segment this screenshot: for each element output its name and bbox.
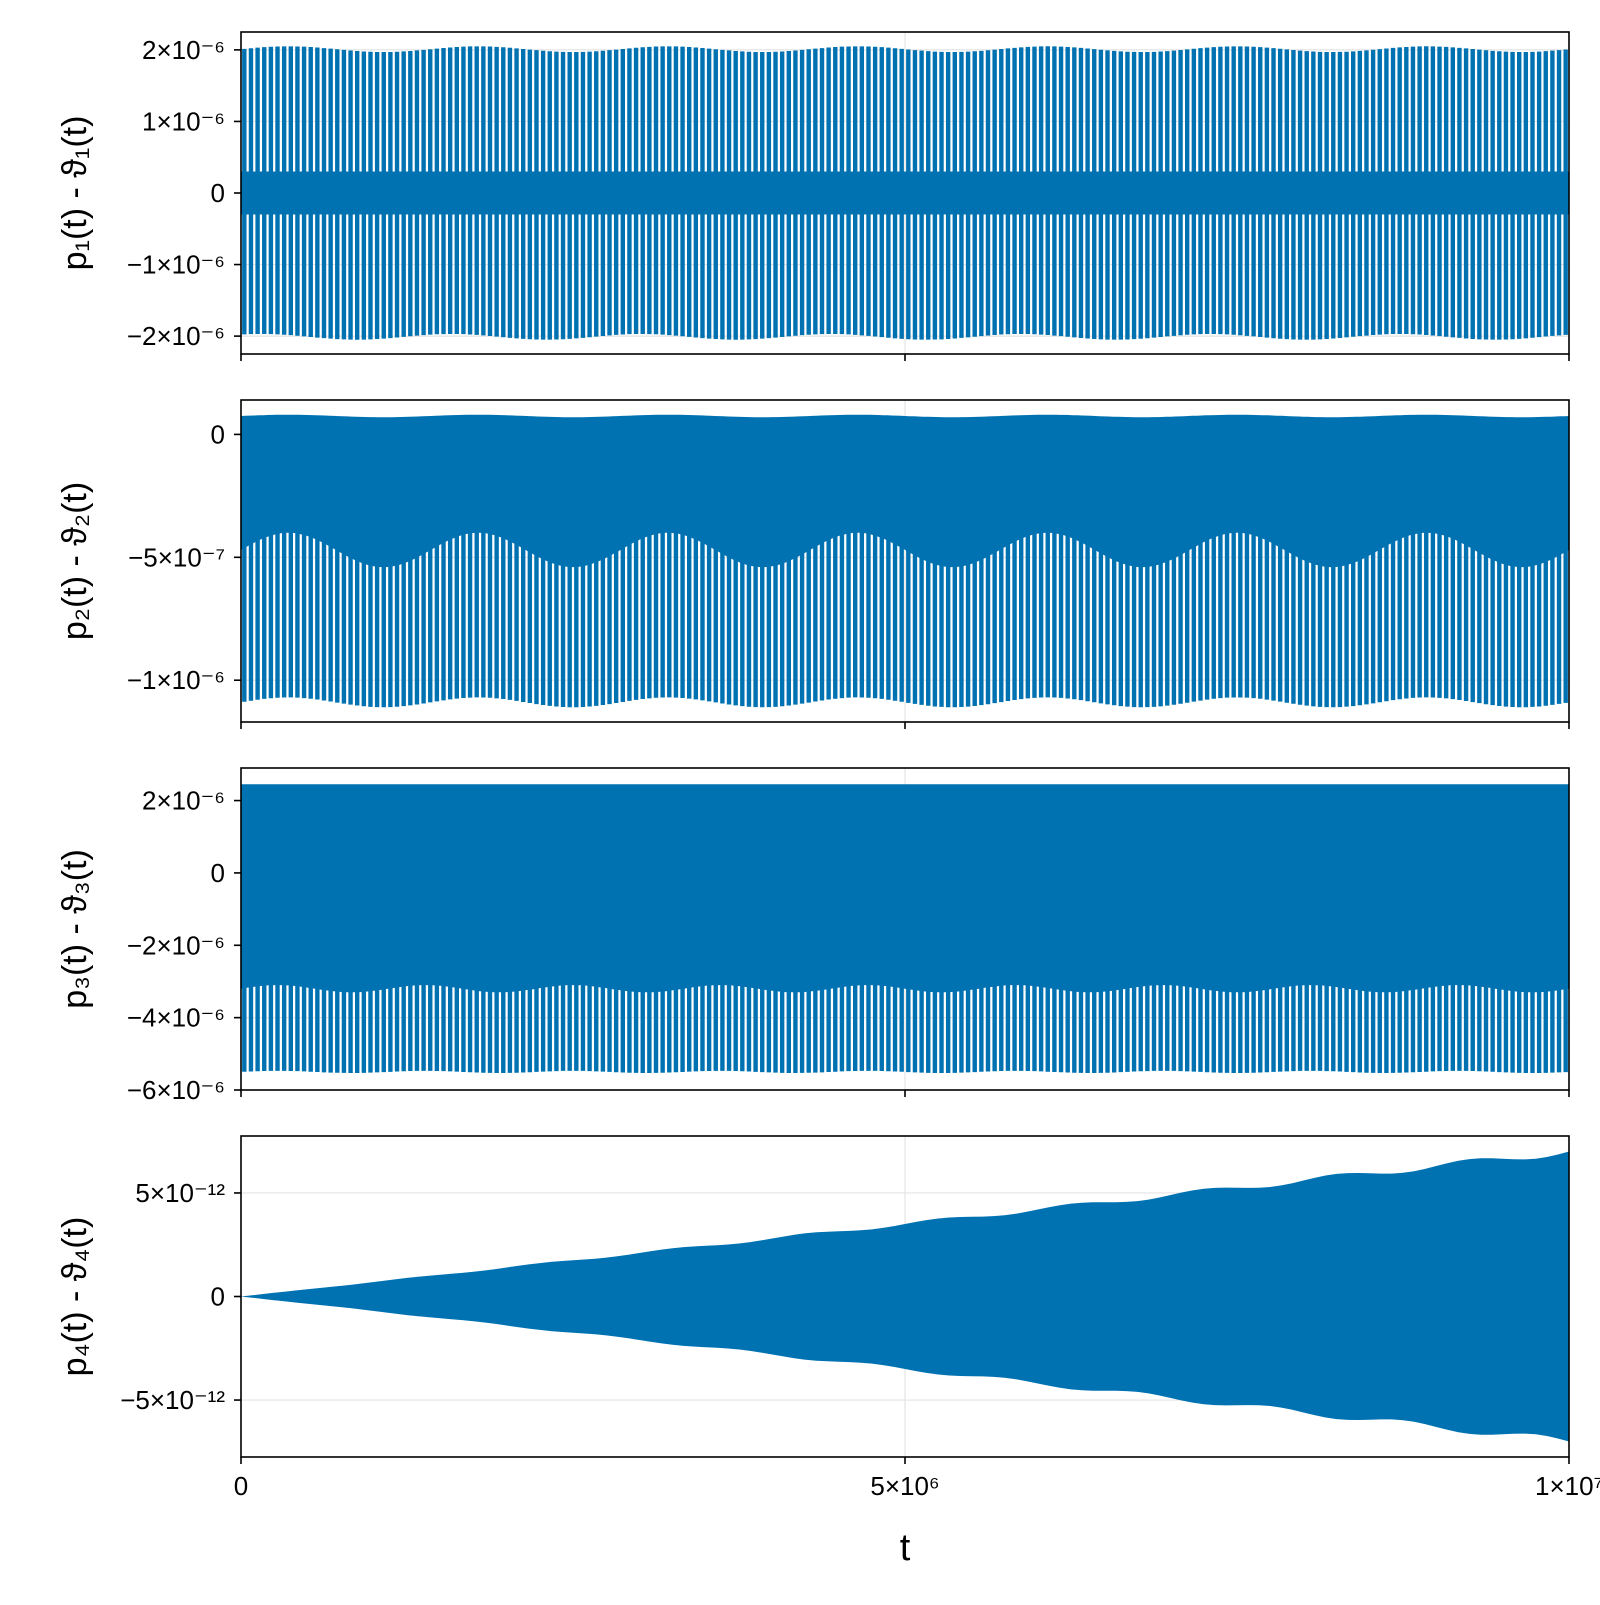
y-tick-label: 0 [211, 858, 225, 888]
x-tick-label: 1×10⁷ [1535, 1471, 1600, 1501]
y-axis-label: p₄(t) - ϑ₄(t) [56, 1217, 94, 1377]
series-group [241, 414, 1569, 708]
y-tick-label: 2×10⁻⁶ [142, 35, 225, 65]
series-group [241, 1151, 1569, 1442]
panel-3: 2×10⁻⁶ 0 −2×10⁻⁶ −4×10⁻⁶ −6×10⁻⁶ p₃(t) - ϑ₃(t… [56, 767, 1570, 1105]
y-tick-label: −2×10⁻⁶ [127, 930, 225, 960]
series-group [241, 784, 1569, 1073]
y-tick-label: −1×10⁻⁶ [127, 665, 225, 695]
series-dense-region [241, 414, 1569, 568]
y-tick-label: 5×10⁻¹² [135, 1178, 225, 1208]
y-tick-label: 0 [211, 1282, 225, 1312]
y-tick-label: −6×10⁻⁶ [127, 1075, 225, 1105]
series-dense-region [241, 784, 1569, 993]
y-tick-label: −1×10⁻⁶ [127, 250, 225, 280]
y-tick-label: −5×10⁻¹² [120, 1385, 225, 1415]
series-envelope-area [241, 1151, 1569, 1442]
panel-1: 2×10⁻⁶ 1×10⁻⁶ 0 −1×10⁻⁶ −2×10⁻⁶ p₁(t) - ϑ₁(t) [56, 31, 1570, 361]
y-tick-label: −2×10⁻⁶ [127, 321, 225, 351]
x-tick-label: 5×10⁶ [870, 1471, 939, 1501]
y-tick-label: 2×10⁻⁶ [142, 786, 225, 816]
series-core-band [241, 171, 1569, 215]
y-tick-label: 0 [211, 178, 225, 208]
panel-4: 5×10⁻¹² 0 −5×10⁻¹² 0 5×10⁶ 1×10⁷ p₄(t) - ϑ₄(t)… [56, 1135, 1600, 1569]
y-tick-label: 1×10⁻⁶ [142, 106, 225, 136]
x-tick-label: 0 [234, 1471, 248, 1501]
y-axis-label: p₂(t) - ϑ₂(t) [56, 482, 94, 640]
y-tick-label: 0 [211, 419, 225, 449]
y-tick-label: −4×10⁻⁶ [127, 1003, 225, 1033]
y-axis-label: p₁(t) - ϑ₁(t) [56, 116, 94, 271]
x-axis-label: t [900, 1527, 911, 1569]
y-tick-label: −5×10⁻⁷ [128, 542, 225, 572]
panel-2: 0 −5×10⁻⁷ −1×10⁻⁶ p₂(t) - ϑ₂(t) [56, 399, 1570, 729]
series-group [241, 46, 1569, 340]
y-axis-label: p₃(t) - ϑ₃(t) [56, 849, 94, 1009]
